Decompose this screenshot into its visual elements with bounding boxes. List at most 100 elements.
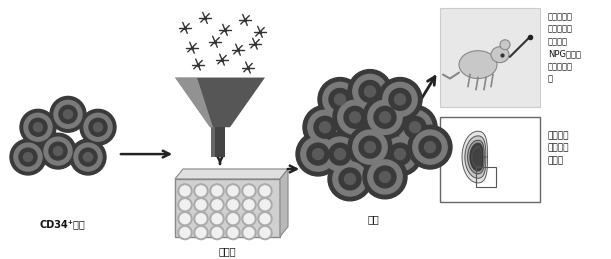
Circle shape [210, 226, 224, 240]
Circle shape [226, 184, 240, 198]
Circle shape [194, 226, 208, 240]
Circle shape [228, 228, 238, 238]
Circle shape [50, 96, 86, 132]
Bar [440, 117, 540, 202]
Circle shape [314, 116, 336, 138]
Circle shape [425, 142, 436, 153]
Polygon shape [462, 131, 488, 183]
Circle shape [363, 155, 407, 199]
Circle shape [258, 226, 272, 240]
Circle shape [320, 122, 331, 133]
Circle shape [14, 143, 42, 171]
Polygon shape [465, 136, 486, 178]
Ellipse shape [491, 47, 509, 63]
Circle shape [49, 142, 67, 160]
Bar [476, 167, 496, 187]
Circle shape [178, 184, 192, 198]
Circle shape [228, 186, 238, 196]
Circle shape [398, 110, 432, 144]
Circle shape [329, 143, 351, 165]
Circle shape [244, 200, 254, 210]
Circle shape [383, 137, 417, 171]
Circle shape [368, 160, 402, 194]
Circle shape [419, 136, 441, 158]
Circle shape [244, 186, 254, 196]
Circle shape [329, 89, 351, 110]
Circle shape [242, 198, 256, 212]
Circle shape [383, 82, 417, 117]
Text: 将扩增后细
胞通过尾静
脉注射到
NPG重度免
疫缺陷鼠体
内: 将扩增后细 胞通过尾静 脉注射到 NPG重度免 疫缺陷鼠体 内 [548, 12, 581, 83]
Circle shape [348, 70, 392, 113]
Circle shape [194, 184, 208, 198]
Circle shape [196, 214, 206, 224]
Circle shape [404, 116, 426, 138]
Circle shape [212, 186, 222, 196]
Text: CD34⁺细胞: CD34⁺细胞 [39, 219, 85, 229]
Circle shape [178, 212, 192, 226]
Circle shape [260, 186, 270, 196]
Circle shape [242, 212, 256, 226]
Circle shape [328, 157, 372, 201]
Circle shape [242, 226, 256, 240]
Circle shape [212, 228, 222, 238]
Circle shape [258, 212, 272, 226]
Circle shape [395, 94, 406, 105]
Circle shape [260, 228, 270, 238]
Circle shape [210, 184, 224, 198]
Circle shape [10, 139, 46, 175]
Circle shape [318, 132, 362, 176]
Circle shape [307, 143, 329, 165]
Circle shape [80, 109, 116, 145]
Circle shape [44, 137, 72, 165]
Circle shape [210, 198, 224, 212]
Circle shape [20, 109, 56, 145]
Circle shape [89, 118, 107, 136]
Circle shape [54, 147, 62, 156]
Polygon shape [175, 169, 288, 179]
Circle shape [378, 77, 422, 121]
Circle shape [379, 112, 390, 123]
Circle shape [226, 212, 240, 226]
Circle shape [210, 212, 224, 226]
Polygon shape [470, 143, 483, 171]
Polygon shape [470, 145, 483, 169]
Circle shape [323, 82, 357, 117]
Circle shape [301, 137, 335, 171]
Circle shape [339, 168, 361, 190]
Circle shape [374, 166, 396, 188]
Circle shape [84, 113, 112, 141]
Circle shape [226, 226, 240, 240]
Circle shape [196, 228, 206, 238]
Circle shape [389, 89, 411, 110]
Polygon shape [175, 179, 280, 236]
Ellipse shape [459, 51, 497, 78]
Circle shape [212, 200, 222, 210]
Circle shape [413, 130, 447, 164]
Circle shape [84, 153, 92, 162]
Circle shape [379, 171, 390, 182]
Circle shape [23, 153, 32, 162]
Circle shape [353, 74, 387, 109]
Circle shape [333, 95, 377, 139]
Circle shape [409, 122, 420, 133]
Text: 流式分析
造血干组
细胞群: 流式分析 造血干组 细胞群 [548, 131, 569, 165]
Circle shape [389, 143, 411, 165]
Circle shape [323, 137, 357, 171]
Circle shape [54, 100, 82, 128]
Bar [211, 127, 225, 157]
Circle shape [338, 100, 372, 134]
Circle shape [260, 200, 270, 210]
Circle shape [178, 226, 192, 240]
Circle shape [318, 77, 362, 121]
Circle shape [228, 214, 238, 224]
Circle shape [228, 200, 238, 210]
Circle shape [24, 113, 52, 141]
Bar [211, 127, 215, 157]
Circle shape [363, 95, 407, 139]
Circle shape [40, 133, 76, 169]
Circle shape [312, 149, 323, 160]
Circle shape [359, 81, 381, 102]
Circle shape [393, 105, 437, 149]
Text: 培北基: 培北基 [218, 247, 236, 256]
Circle shape [258, 184, 272, 198]
